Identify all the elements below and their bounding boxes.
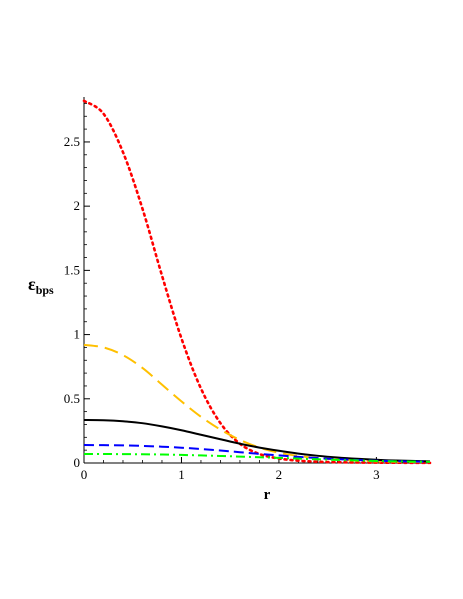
x-tick-label: 1 [178, 467, 185, 482]
x-tick-label: 0 [81, 467, 88, 482]
y-tick-label: 0.5 [64, 391, 80, 406]
y-tick-label: 0 [74, 455, 81, 470]
y-tick-label: 2.5 [64, 134, 80, 149]
y-tick-label: 1.5 [64, 262, 80, 277]
y-axis-title-sub: bps [36, 283, 54, 297]
series-1-line [82, 99, 432, 465]
tick-group: 0 0.5 1 1.5 2 2.5 0 1 2 3 [64, 103, 416, 482]
series-3-line [83, 418, 431, 463]
y-axis-title-main: ε [28, 274, 36, 294]
axes [83, 97, 430, 464]
series-5-line [83, 453, 431, 463]
x-tick-label: 3 [373, 467, 380, 482]
x-axis-title: r [264, 487, 271, 503]
y-tick-label: 2 [74, 198, 81, 213]
series-group [82, 99, 432, 465]
y-tick-label: 1 [74, 327, 81, 342]
y-axis-title: εbps [28, 274, 54, 297]
x-tick-label: 2 [276, 467, 283, 482]
series-2-line [83, 343, 431, 464]
